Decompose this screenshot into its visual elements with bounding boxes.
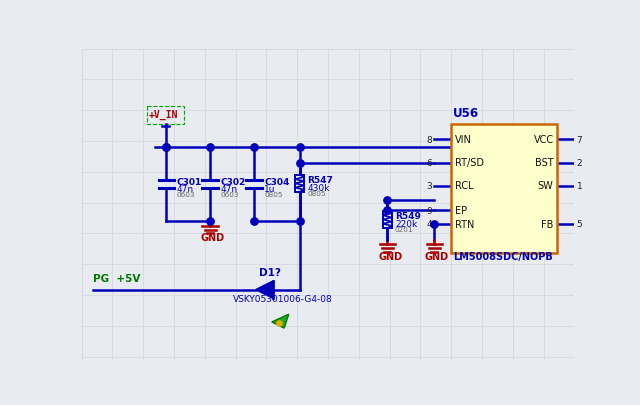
Text: GND: GND: [424, 252, 449, 262]
Point: [294, 159, 305, 166]
Polygon shape: [272, 314, 289, 328]
Text: GND: GND: [201, 233, 225, 243]
Point: [161, 144, 172, 150]
Point: [382, 207, 392, 213]
Bar: [451, 124, 557, 254]
Text: 0603: 0603: [220, 192, 239, 198]
Text: VCC: VCC: [534, 135, 554, 145]
Bar: [295, 175, 304, 192]
Text: 0603: 0603: [176, 192, 195, 198]
Point: [429, 221, 440, 227]
Point: [161, 144, 171, 150]
Text: 47n: 47n: [220, 185, 237, 194]
Text: 4: 4: [426, 220, 432, 229]
Text: 0805: 0805: [264, 192, 283, 198]
Text: EP: EP: [455, 206, 467, 216]
Text: 7: 7: [577, 136, 582, 145]
Point: [205, 218, 215, 224]
Text: BST: BST: [535, 158, 554, 168]
Text: PG  +5V: PG +5V: [93, 274, 141, 284]
Text: SW: SW: [538, 181, 554, 192]
Text: LM5008SDC/NOPB: LM5008SDC/NOPB: [452, 252, 552, 262]
Text: U56: U56: [452, 107, 479, 120]
Point: [205, 144, 215, 150]
Text: C304: C304: [264, 178, 289, 187]
Text: RT/SD: RT/SD: [455, 158, 484, 168]
Text: 9: 9: [426, 207, 432, 215]
Text: +V_IN: +V_IN: [148, 110, 178, 120]
Text: 47n: 47n: [176, 185, 193, 194]
Text: VIN: VIN: [455, 135, 472, 145]
Polygon shape: [255, 281, 273, 298]
Text: 8: 8: [426, 136, 432, 145]
Point: [382, 196, 392, 203]
Text: 0805: 0805: [307, 191, 326, 197]
Point: [249, 218, 259, 224]
Bar: [147, 106, 184, 124]
Text: VSKY05301006-G4-08: VSKY05301006-G4-08: [232, 295, 332, 304]
Point: [294, 144, 305, 150]
Text: 220k: 220k: [395, 220, 417, 229]
Text: 6: 6: [426, 159, 432, 168]
Text: D1?: D1?: [259, 268, 280, 278]
Text: 2: 2: [577, 159, 582, 168]
Text: 430k: 430k: [307, 184, 330, 193]
Text: 1: 1: [577, 182, 582, 191]
Text: FB: FB: [541, 220, 554, 230]
Point: [275, 320, 285, 326]
Text: R547: R547: [307, 176, 333, 185]
Text: C301: C301: [176, 178, 202, 187]
Text: 5: 5: [577, 220, 582, 229]
Text: C302: C302: [220, 178, 246, 187]
Point: [249, 144, 259, 150]
Text: 0201: 0201: [395, 227, 413, 233]
Text: RTN: RTN: [455, 220, 474, 230]
Text: RCL: RCL: [455, 181, 474, 192]
Text: R549: R549: [395, 212, 421, 221]
Bar: [383, 211, 392, 228]
Text: 3: 3: [426, 182, 432, 191]
Point: [294, 218, 305, 224]
Text: GND: GND: [378, 252, 402, 262]
Text: 1u: 1u: [264, 185, 276, 194]
